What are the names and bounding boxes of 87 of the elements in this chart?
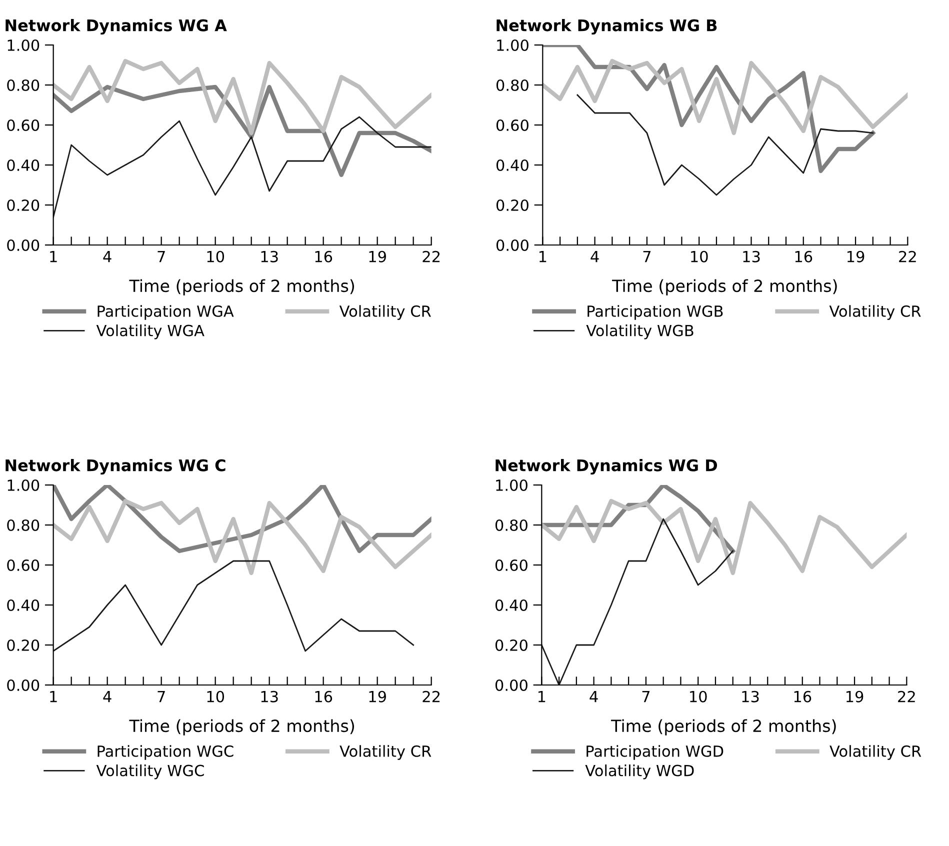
y-tick-label: 0.00 xyxy=(495,679,528,692)
y-tick-label: 0.20 xyxy=(7,199,40,212)
x-axis-title: Time (periods of 2 months) xyxy=(611,719,836,736)
legend-label: Participation WGB xyxy=(588,305,723,320)
legend-label: Volatility CR xyxy=(830,745,922,760)
y-tick-label: 0.60 xyxy=(7,559,40,572)
y-tick-label: 0.20 xyxy=(496,199,528,212)
x-tick-label: 19 xyxy=(846,690,864,702)
y-tick-label: 0.60 xyxy=(496,119,528,132)
line-series xyxy=(53,84,432,178)
y-tick-label: 0.40 xyxy=(496,159,528,172)
y-tick-label: 0.80 xyxy=(496,79,528,92)
x-tick-label: 13 xyxy=(261,250,278,262)
y-tick-label: 0.80 xyxy=(7,519,40,532)
x-tick-label: 4 xyxy=(590,691,598,702)
x-tick-label: 16 xyxy=(315,250,332,262)
y-tick-label: 0.40 xyxy=(7,599,40,612)
y-tick-label: 0.00 xyxy=(496,239,528,252)
x-tick-label: 1 xyxy=(50,691,57,702)
y-tick-label: 0.20 xyxy=(495,639,528,652)
legend-label: Volatility CR xyxy=(829,305,921,320)
x-tick-label: 7 xyxy=(158,251,165,262)
legend-label: Volatility WGA xyxy=(96,324,204,340)
x-tick-label: 22 xyxy=(899,250,916,262)
x-tick-label: 10 xyxy=(691,250,708,262)
y-tick-label: 1.00 xyxy=(496,479,528,492)
x-tick-label: 7 xyxy=(643,251,651,262)
x-tick-label: 16 xyxy=(794,690,812,702)
x-tick-label: 4 xyxy=(103,691,112,702)
x-tick-label: 7 xyxy=(642,691,650,702)
legend-label: Volatility WGD xyxy=(585,764,694,780)
x-tick-label: 1 xyxy=(539,251,546,262)
legend-label: Volatility WGB xyxy=(586,324,694,340)
y-tick-label: 0.40 xyxy=(7,159,40,172)
x-tick-label: 13 xyxy=(742,690,759,702)
x-tick-label: 22 xyxy=(898,690,915,702)
y-tick-label: 0.20 xyxy=(7,639,40,652)
chart-title: Network Dynamics WG C xyxy=(6,458,226,475)
y-tick-label: 0.00 xyxy=(7,239,40,252)
legend-label: Volatility WGC xyxy=(96,764,204,780)
x-tick-label: 1 xyxy=(50,251,57,262)
line-series xyxy=(53,560,414,652)
x-axis-title: Time (periods of 2 months) xyxy=(129,279,354,296)
x-tick-label: 4 xyxy=(103,251,112,262)
y-tick-label: 1.00 xyxy=(8,39,40,52)
chart-title: Network Dynamics WG B xyxy=(496,18,717,35)
x-tick-label: 10 xyxy=(690,690,707,702)
x-axis-title: Time (periods of 2 months) xyxy=(612,279,837,296)
legend-label: Participation WGA xyxy=(98,305,234,320)
x-tick-label: 10 xyxy=(207,690,224,702)
y-tick-label: 0.00 xyxy=(7,679,40,692)
legend-label: Participation WGC xyxy=(98,745,234,760)
chart-title: Network Dynamics WG D xyxy=(496,458,718,475)
y-tick-label: 1.00 xyxy=(497,39,528,52)
x-tick-label: 22 xyxy=(422,250,440,262)
line-series xyxy=(53,498,432,576)
line-series xyxy=(542,45,875,174)
line-series xyxy=(576,94,874,196)
x-axis-title: Time (periods of 2 months) xyxy=(129,719,354,736)
line-series xyxy=(53,116,432,218)
line-series xyxy=(542,518,734,685)
line-series xyxy=(53,485,432,554)
line-series xyxy=(53,58,432,136)
x-tick-label: 13 xyxy=(743,250,760,262)
x-tick-label: 16 xyxy=(795,250,812,262)
line-series xyxy=(542,58,908,136)
x-tick-label: 10 xyxy=(207,250,224,262)
x-tick-label: 4 xyxy=(590,251,599,262)
x-tick-label: 19 xyxy=(369,250,386,262)
y-tick-label: 0.80 xyxy=(495,519,528,532)
x-tick-label: 13 xyxy=(261,690,278,702)
y-tick-label: 1.00 xyxy=(8,479,40,492)
y-tick-label: 0.60 xyxy=(495,559,528,572)
x-tick-label: 19 xyxy=(369,690,386,702)
line-series xyxy=(542,498,907,576)
legend-label: Volatility CR xyxy=(339,305,431,320)
legend-label: Participation WGD xyxy=(586,745,724,760)
x-tick-label: 16 xyxy=(315,690,332,702)
x-tick-label: 1 xyxy=(538,691,546,702)
y-tick-label: 0.40 xyxy=(495,599,528,612)
chart-title: Network Dynamics WG A xyxy=(6,18,227,35)
x-tick-label: 22 xyxy=(422,690,440,702)
y-tick-label: 0.60 xyxy=(7,119,40,132)
x-tick-label: 7 xyxy=(158,691,165,702)
x-tick-label: 19 xyxy=(847,250,864,262)
y-tick-label: 0.80 xyxy=(7,79,40,92)
legend-label: Volatility CR xyxy=(340,745,432,760)
